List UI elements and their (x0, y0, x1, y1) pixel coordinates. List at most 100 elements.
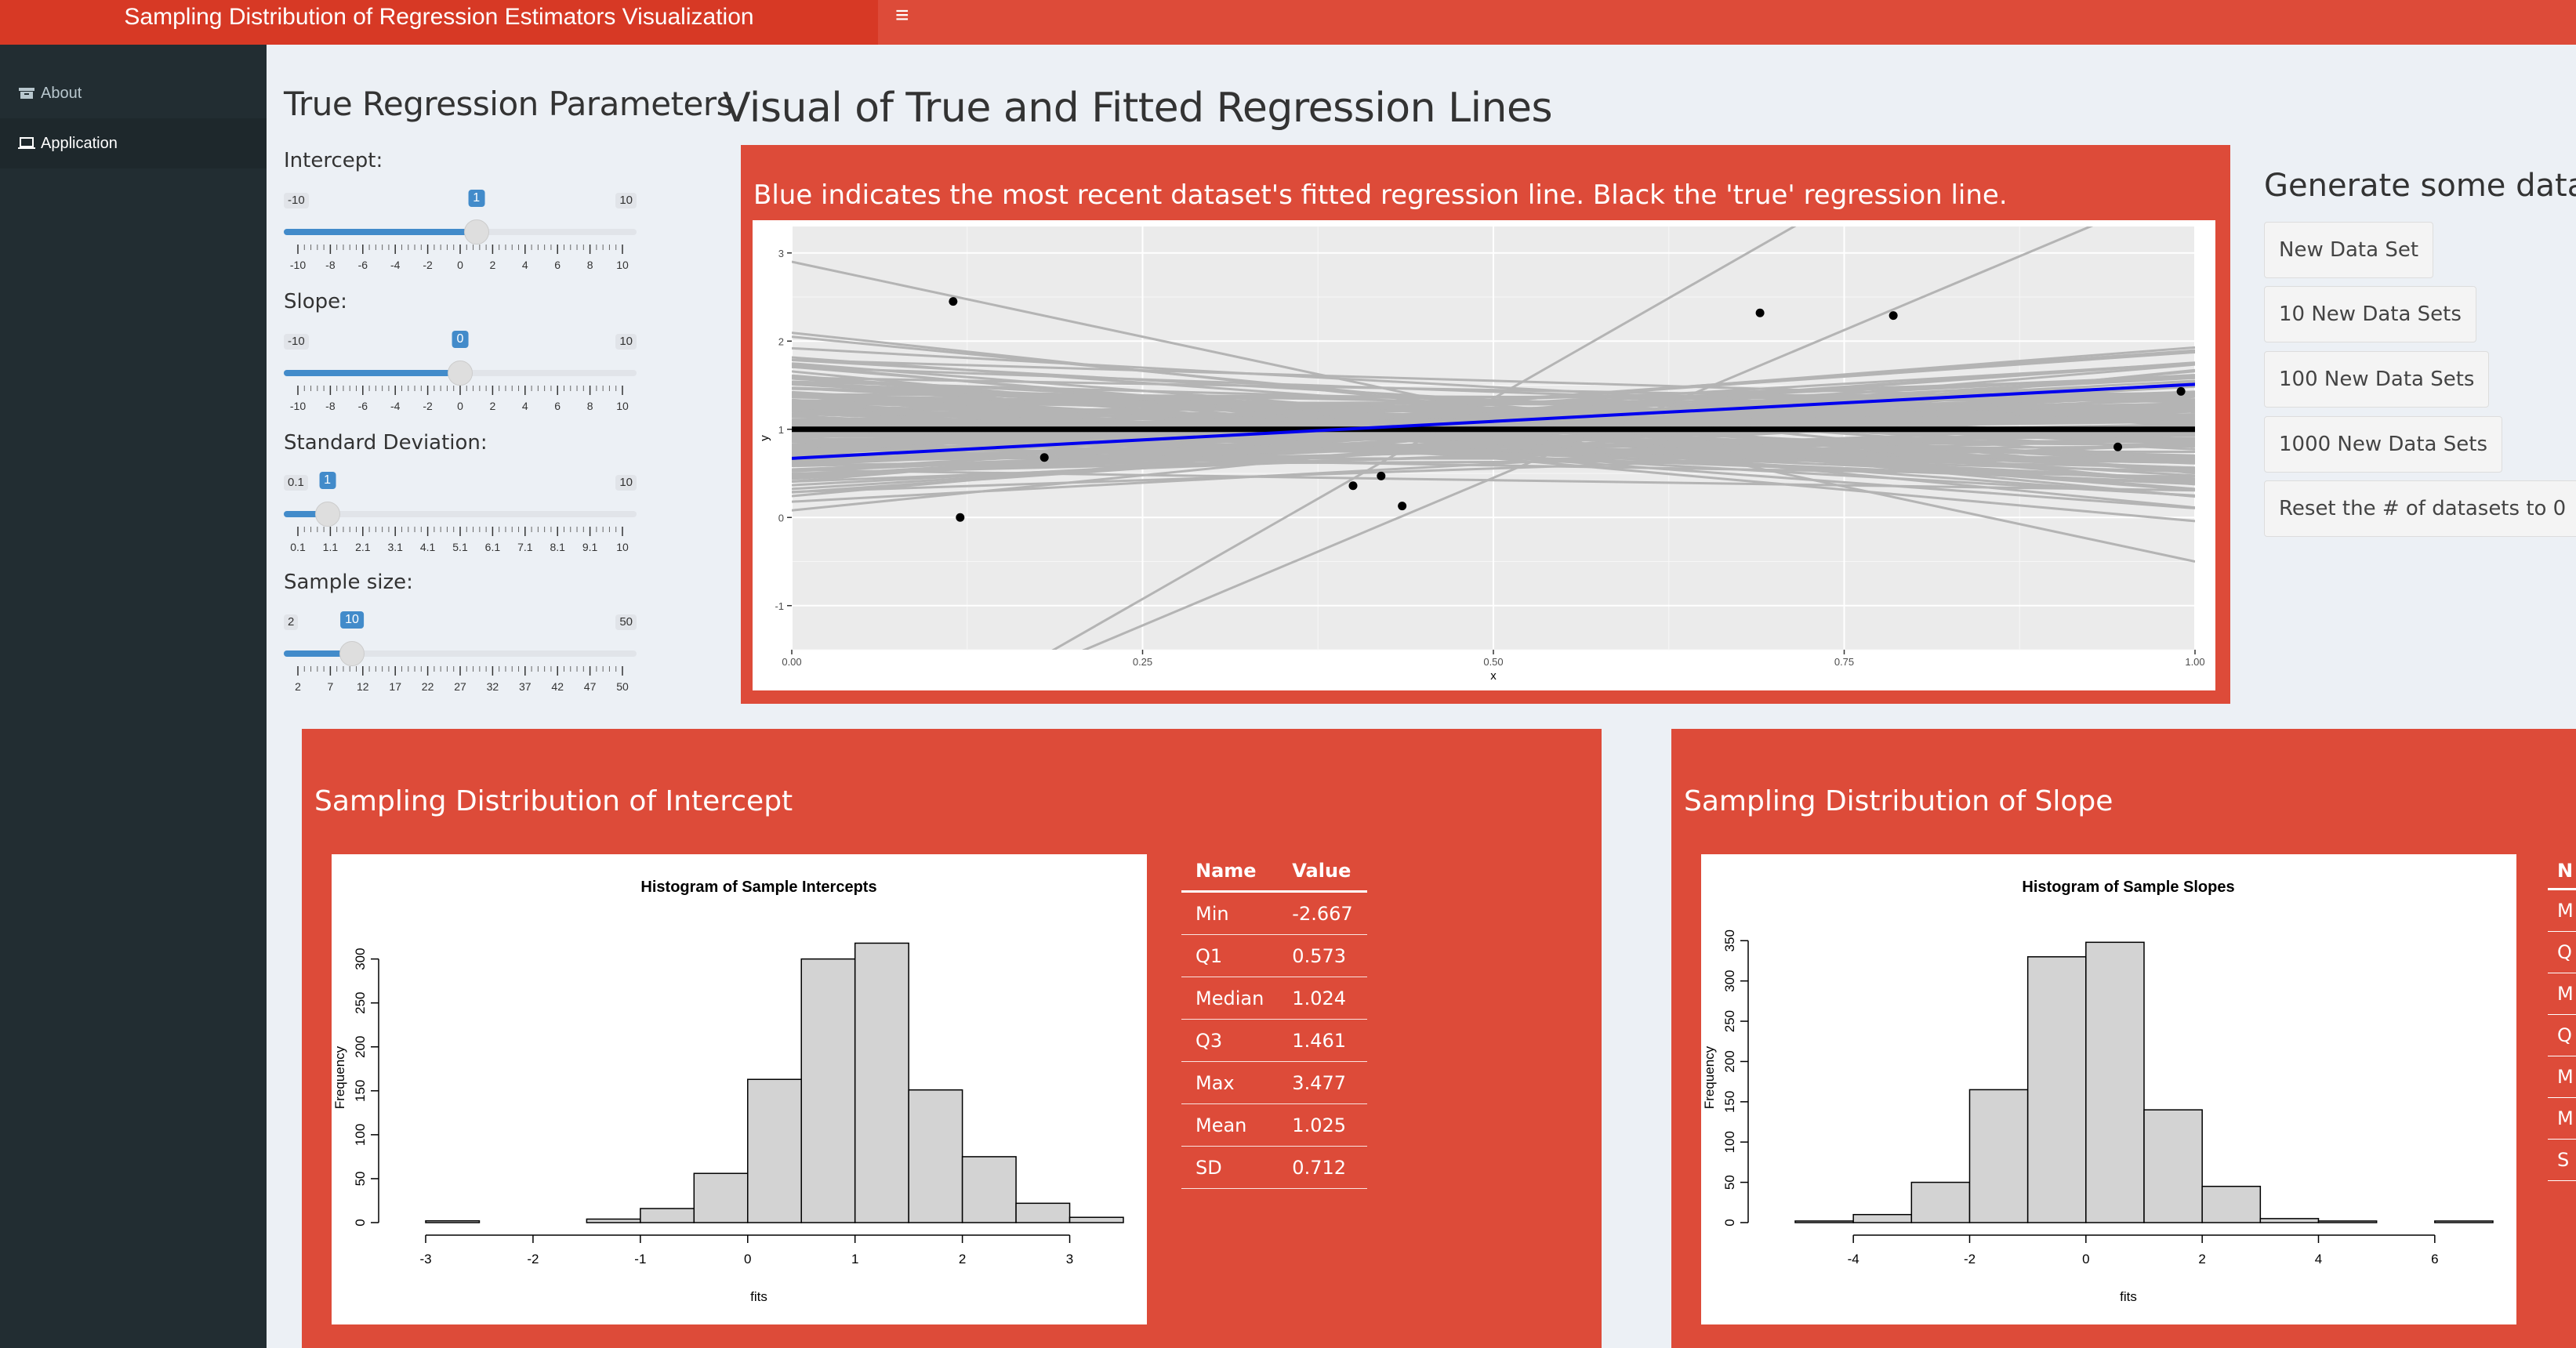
slider-handle[interactable] (463, 219, 489, 245)
x-axis-label: fits (750, 1289, 767, 1304)
slope-slider[interactable]: Slope: -10 10 0 -10 -8 -6 -4 -2 0 2 4 6 8 10 (284, 290, 637, 423)
slider-ticks: -10 -8 -6 -4 -2 0 2 4 6 8 10 (290, 386, 629, 412)
reset-datasets-button[interactable]: Reset the # of datasets to 0 (2264, 480, 2576, 537)
y-axis-label: y (758, 435, 771, 441)
past-fitted-line (792, 417, 2195, 448)
y-tick-label: 0 (353, 1219, 368, 1226)
slider-tick-label: 12 (357, 680, 369, 693)
past-fitted-line (792, 400, 2195, 418)
histogram-bar (800, 958, 856, 1223)
histogram-bar (2201, 1186, 2262, 1223)
past-fitted-line (792, 398, 2195, 471)
regression-panel: Blue indicates the most recent dataset's… (741, 145, 2230, 704)
laptop-icon (18, 137, 35, 149)
slider-tick-label: -6 (358, 400, 368, 412)
stat-value: 1.025 (1278, 1103, 1367, 1147)
thousand-new-data-sets-button[interactable]: 1000 New Data Sets (2264, 416, 2502, 473)
x-axis-label: x (1490, 669, 1497, 683)
slider-handle[interactable] (339, 641, 365, 666)
slider-label: Intercept: (284, 149, 383, 172)
slider-tick-label: -2 (423, 400, 433, 412)
histogram-bar (425, 1220, 481, 1223)
visual-title: Visual of True and Fitted Regression Lin… (723, 85, 1553, 132)
slider-tick-label: 0 (457, 400, 463, 412)
slider-value-label: 1 (468, 190, 485, 207)
y-tick-label: 0 (1722, 1219, 1737, 1226)
slider-tick-label: 4.1 (420, 541, 436, 553)
slider-tick-label: 10 (616, 541, 629, 553)
past-fitted-line (792, 260, 2195, 563)
slider-tick-label: 50 (616, 680, 629, 693)
slider-tick-label: 7 (328, 680, 334, 693)
slider-tick-label: 27 (454, 680, 466, 693)
ten-new-data-sets-button[interactable]: 10 New Data Sets (2264, 286, 2476, 342)
x-tick-label: 0 (744, 1252, 751, 1266)
histogram-bar (747, 1078, 802, 1223)
table-row: SD 0.712 (1181, 1146, 1367, 1189)
histogram-bar (1794, 1220, 1854, 1223)
x-tick-label: -2 (1964, 1252, 1976, 1266)
sample-size-slider[interactable]: Sample size: 2 50 10 2 7 12 17 22 27 32 37 42 47 5… (284, 571, 637, 704)
sidebar-item-label: Application (41, 135, 118, 152)
x-tick-label: 1.00 (2185, 656, 2204, 668)
y-tick-label: 50 (353, 1171, 368, 1186)
slider-track[interactable] (284, 511, 637, 517)
slider-tick-label: 6.1 (485, 541, 501, 553)
slider-label: Slope: (284, 290, 347, 313)
intercept-slider[interactable]: Intercept: -10 10 1 -10 -8 -6 -4 -2 0 2 4 6 8 10 (284, 149, 637, 282)
slider-value-label: 1 (319, 472, 336, 489)
y-tick-label: 100 (1722, 1131, 1737, 1153)
slider-tick-label: 47 (584, 680, 597, 693)
hundred-new-data-sets-button[interactable]: 100 New Data Sets (2264, 351, 2490, 408)
slider-ticks: 2 7 12 17 22 27 32 37 42 47 50 (295, 666, 629, 693)
stat-name: Median (1181, 977, 1279, 1020)
intercept-stats-table: Name Value Min -2.667 Q1 0.573 Median 1.024… (1181, 851, 1367, 1189)
y-axis-label: Frequency (332, 1045, 347, 1109)
y-tick-label: 300 (1722, 969, 1737, 991)
slider-min-label: -10 (284, 193, 309, 208)
hamburger-icon[interactable]: ≡ (895, 2, 909, 28)
plot-lines-group (792, 226, 2195, 650)
stat-value: -2.667 (1278, 891, 1367, 935)
stat-name: Mean (1181, 1103, 1279, 1147)
sidebar-item-about[interactable]: About (0, 68, 267, 118)
intercept-histogram-box: Histogram of Sample Intercepts -3 -2 -1 0 1 2 3… (332, 854, 1147, 1324)
data-point (1377, 471, 1386, 480)
slider-handle[interactable] (448, 361, 473, 386)
x-tick-label: 0.75 (1834, 656, 1854, 668)
slider-min-label: -10 (284, 334, 309, 350)
past-fitted-line (1051, 226, 1797, 650)
table-row: Q1 0.573 (1181, 934, 1367, 977)
slider-tick-label: 7.1 (517, 541, 533, 553)
y-tick-label: 1 (778, 424, 784, 436)
slider-tick-label: 6 (554, 400, 561, 412)
y-tick-label: 50 (1722, 1175, 1737, 1190)
stat-value: 0.573 (1278, 934, 1367, 977)
past-fitted-line (792, 393, 2195, 422)
y-tick-label: 200 (1722, 1050, 1737, 1072)
y-tick-label: 100 (353, 1124, 368, 1146)
sidebar-item-application[interactable]: Application (0, 118, 267, 168)
stat-value: 3.477 (1278, 1061, 1367, 1104)
slider-tick-label: 0 (457, 259, 463, 271)
x-tick-label: -4 (1848, 1252, 1859, 1266)
data-point (1398, 502, 1407, 511)
slider-tick-label: 0.1 (290, 541, 306, 553)
data-point (2113, 442, 2123, 451)
slider-tick-label: -8 (325, 259, 336, 271)
new-data-set-button[interactable]: New Data Set (2264, 222, 2434, 278)
slider-tick-label: 32 (487, 680, 499, 693)
slider-handle[interactable] (314, 502, 340, 527)
slider-tick-label: 4 (522, 259, 528, 271)
slider-min-label: 0.1 (284, 475, 308, 491)
past-fitted-line (792, 444, 2195, 494)
slider-tick-label: 2 (490, 400, 496, 412)
slider-fill (284, 511, 328, 517)
slider-track[interactable] (284, 650, 637, 657)
histogram-bar (1852, 1213, 1913, 1223)
slider-ticks: 0.1 1.1 2.1 3.1 4.1 5.1 6.1 7.1 8.1 9.1 10 (290, 527, 629, 553)
slider-tick-label: 10 (616, 259, 629, 271)
sd-slider[interactable]: Standard Deviation: 0.1 10 1 0.1 1.1 2.1 3.… (284, 431, 637, 564)
x-tick-label: 0 (2082, 1252, 2089, 1266)
slider-max-label: 10 (615, 475, 637, 491)
